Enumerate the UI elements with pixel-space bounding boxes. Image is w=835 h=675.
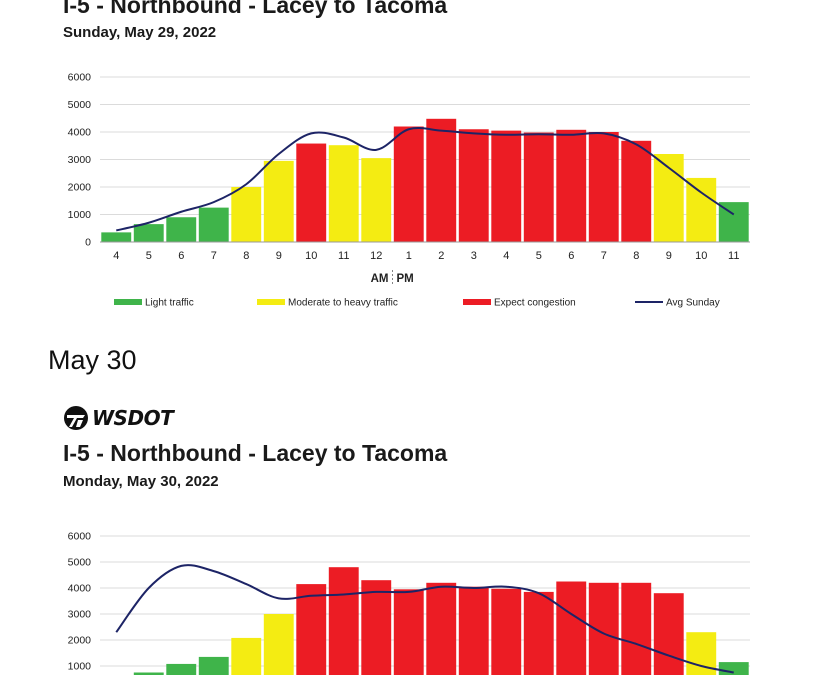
x-tick-label: 11 — [728, 250, 739, 262]
wsdot-logo: WSDOT — [63, 405, 174, 431]
x-tick-label: 3 — [471, 250, 477, 262]
bar — [133, 224, 164, 242]
x-tick-label: 5 — [536, 250, 542, 262]
bar — [328, 145, 359, 242]
x-tick-label: 4 — [113, 250, 119, 262]
bar — [393, 126, 424, 242]
bar — [523, 132, 554, 242]
y-tick-label: 2000 — [68, 182, 92, 194]
wsdot-logo-icon — [64, 406, 88, 430]
chart1-subtitle: Sunday, May 29, 2022 — [63, 24, 217, 41]
bar — [263, 614, 294, 675]
x-tick-label: 10 — [695, 250, 707, 262]
bar — [361, 158, 392, 242]
x-tick-label: 2 — [438, 250, 444, 262]
x-tick-label: 9 — [666, 250, 672, 262]
x-tick-label: 7 — [601, 250, 607, 262]
bar — [523, 591, 554, 675]
bar — [133, 672, 164, 675]
bar — [393, 589, 424, 675]
bar — [166, 663, 197, 675]
y-tick-label: 1000 — [68, 209, 92, 221]
chart2-subtitle: Monday, May 30, 2022 — [63, 473, 219, 490]
bar — [198, 207, 229, 242]
bar — [231, 637, 262, 675]
y-tick-label: 5000 — [68, 99, 92, 111]
bar — [556, 581, 587, 675]
bar — [621, 140, 652, 242]
x-tick-label: 8 — [243, 250, 249, 262]
legend-label: Avg Sunday — [666, 298, 720, 309]
bar — [588, 132, 619, 242]
legend-swatch-congestion — [463, 299, 491, 305]
legend-label: Light traffic — [145, 298, 194, 309]
x-axis-label-pm: PM — [397, 273, 414, 285]
legend-swatch-light — [114, 299, 142, 305]
chart1-title: I-5 - Northbound - Lacey to Tacoma — [63, 0, 448, 18]
avg-line — [115, 564, 734, 674]
bar — [458, 129, 489, 242]
y-tick-label: 5000 — [68, 557, 92, 569]
y-tick-label: 6000 — [68, 72, 92, 84]
bar — [361, 580, 392, 675]
bar — [296, 584, 327, 675]
x-axis-label-am: AM — [371, 273, 389, 285]
x-tick-label: 9 — [276, 250, 282, 262]
wsdot-logo-text: WSDOT — [92, 406, 174, 430]
bar — [426, 118, 457, 242]
bar — [653, 593, 684, 675]
x-tick-label: 6 — [568, 250, 574, 262]
x-tick-label: 6 — [178, 250, 184, 262]
bar — [426, 582, 457, 675]
chart2-title: I-5 - Northbound - Lacey to Tacoma — [63, 440, 448, 466]
bar — [166, 217, 197, 242]
bar — [101, 232, 132, 242]
x-tick-label: 1 — [406, 250, 412, 262]
y-tick-label: 3000 — [68, 154, 92, 166]
chart2: 1000 2000 3000 4000 5000 6000 — [68, 531, 750, 675]
y-tick-label: 4000 — [68, 583, 92, 595]
y-tick-label: 6000 — [68, 531, 92, 543]
y-tick-label: 0 — [85, 237, 91, 249]
bar — [556, 129, 587, 242]
bar — [491, 588, 522, 675]
bar — [491, 130, 522, 242]
y-tick-label: 2000 — [68, 635, 92, 647]
bar — [718, 662, 749, 675]
bar — [458, 586, 489, 675]
bar — [686, 177, 717, 242]
bar — [328, 567, 359, 675]
y-tick-label: 1000 — [68, 661, 92, 673]
y-tick-label: 3000 — [68, 609, 92, 621]
legend-label: Expect congestion — [494, 298, 576, 309]
section-heading-may-30: May 30 — [48, 345, 137, 375]
x-tick-label: 10 — [305, 250, 317, 262]
y-tick-label: 4000 — [68, 127, 92, 139]
x-tick-label: 7 — [211, 250, 217, 262]
avg-line — [116, 127, 735, 232]
bar — [296, 143, 327, 242]
bar — [263, 160, 294, 242]
x-tick-label: 5 — [146, 250, 152, 262]
bar — [621, 582, 652, 675]
x-tick-label: 4 — [503, 250, 509, 262]
x-tick-label: 8 — [633, 250, 639, 262]
legend-swatch-moderate — [257, 299, 285, 305]
bar — [198, 656, 229, 675]
bar — [231, 187, 262, 242]
x-tick-label: 11 — [338, 250, 349, 262]
x-tick-label: 12 — [370, 250, 382, 262]
legend-label: Moderate to heavy traffic — [288, 298, 398, 309]
